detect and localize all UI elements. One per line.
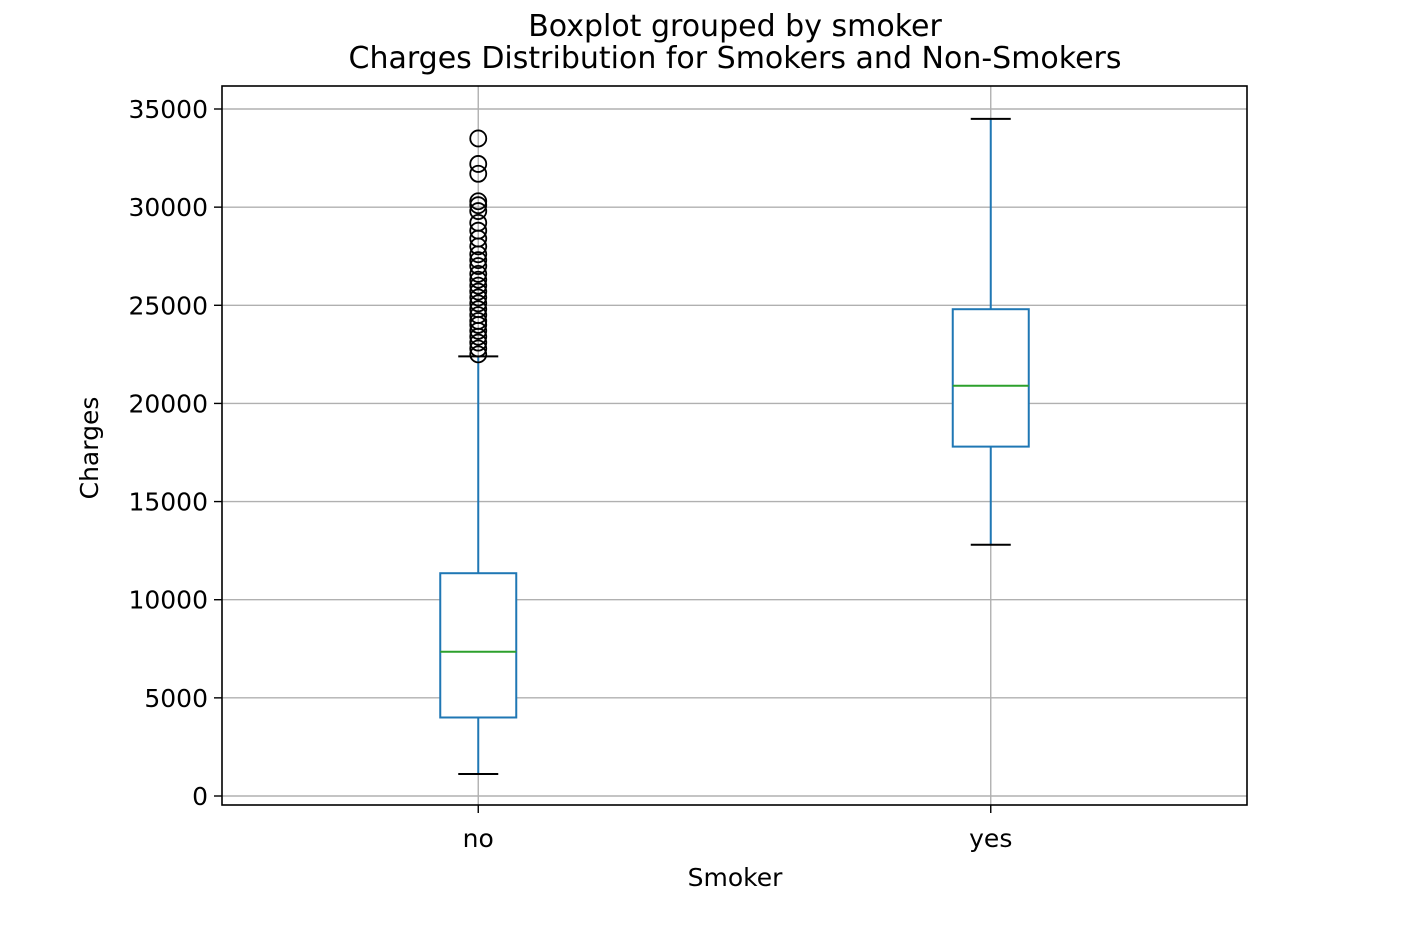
outlier-point [469, 294, 488, 313]
outlier-point [469, 129, 488, 148]
grid-layer [222, 86, 1247, 805]
outlier-point [469, 276, 488, 295]
outlier-point [469, 202, 488, 220]
outlier-point [469, 300, 488, 319]
y-tick-label: 5000 [144, 684, 208, 713]
outlier-point [469, 155, 488, 173]
y-axis-label: Charges [75, 397, 104, 500]
outlier-point [469, 221, 488, 240]
outlier-point [469, 306, 488, 325]
axes-frame [221, 85, 1248, 806]
outlier-point [469, 257, 488, 275]
outlier-point [469, 339, 488, 358]
outlier-point [469, 251, 488, 270]
box-group-yes [951, 117, 1030, 546]
tick-layer: 0 5000 10000 15000 20000 25000 30000 35000 no yes [128, 95, 1012, 853]
outlier-point [469, 312, 488, 330]
outlier-point [469, 345, 488, 364]
x-tick-label: yes [969, 824, 1012, 853]
box-layer [439, 117, 1030, 776]
y-tick-label: 15000 [128, 488, 208, 517]
outlier-point [469, 288, 488, 307]
outlier-point [469, 196, 488, 215]
outlier-point [469, 270, 488, 289]
x-tick-label: no [463, 824, 494, 853]
x-axis-label: Smoker [688, 863, 783, 892]
box-iqr [951, 308, 1030, 448]
y-tick-label: 25000 [128, 291, 208, 320]
outlier-point [469, 213, 488, 232]
y-tick-label: 20000 [128, 389, 208, 418]
y-tick-label: 30000 [128, 193, 208, 222]
box-group-no [439, 129, 518, 776]
outlier-point [469, 164, 488, 183]
outlier-point [469, 192, 488, 211]
outlier-point [469, 282, 488, 301]
y-tick-label: 0 [192, 782, 208, 811]
y-tick-label: 35000 [128, 95, 208, 124]
chart-suptitle: Boxplot grouped by smoker [528, 9, 942, 44]
outlier-point [469, 333, 488, 352]
box-iqr [439, 572, 518, 719]
chart-title: Charges Distribution for Smokers and Non… [349, 41, 1122, 76]
outlier-point [469, 264, 488, 283]
y-tick-label: 10000 [128, 586, 208, 615]
